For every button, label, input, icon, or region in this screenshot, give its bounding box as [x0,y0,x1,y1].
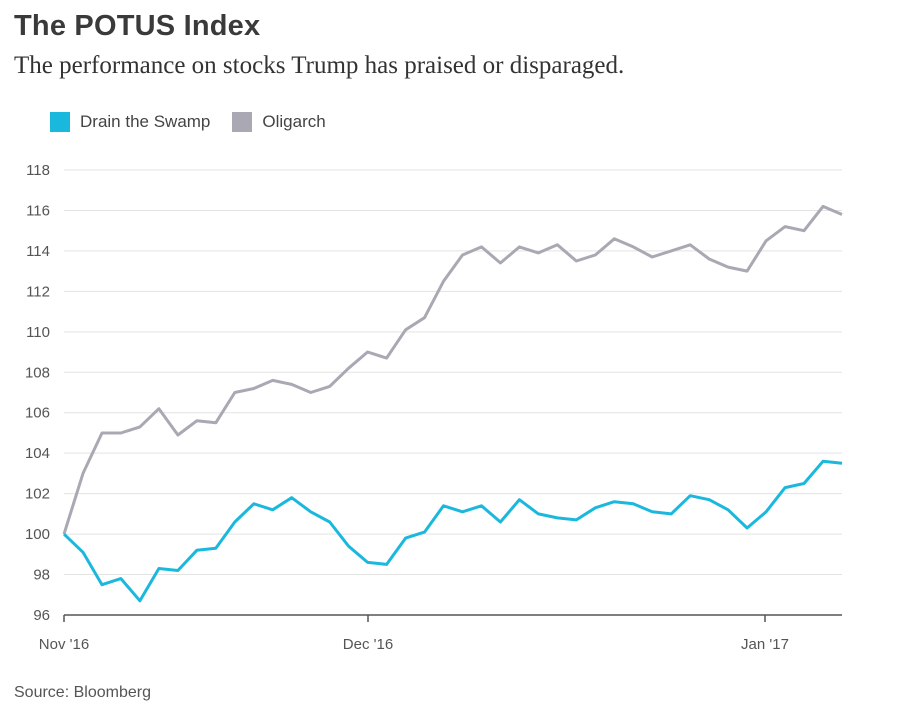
y-tick-label: 102 [25,486,50,503]
x-tick-label: Jan '17 [741,636,789,653]
legend-item-oligarch[interactable]: Oligarch [232,112,326,132]
source-note: Source: Bloomberg [14,684,151,701]
x-tick-label: Nov '16 [39,636,89,653]
y-tick-label: 110 [26,324,50,341]
legend: Drain the Swamp Oligarch [50,112,348,132]
series-lines [62,204,843,603]
y-tick-label: 98 [33,567,50,584]
legend-label-oligarch: Oligarch [262,112,326,131]
legend-item-drain-the-swamp[interactable]: Drain the Swamp [50,112,210,132]
x-axis: Nov '16 Dec '16 Jan '17 [39,614,842,653]
y-tick-label: 116 [26,202,50,219]
y-tick-label: 118 [26,162,50,179]
chart-title: The POTUS Index [14,10,261,42]
y-tick-label: 104 [25,445,50,462]
y-tick-label: 96 [33,607,50,624]
legend-swatch-drain-the-swamp [50,112,70,132]
chart-subtitle: The performance on stocks Trump has prai… [14,52,625,79]
y-tick-label: 100 [25,526,50,543]
legend-swatch-oligarch [232,112,253,132]
gridlines [64,169,842,576]
y-tick-label: 108 [25,364,50,381]
y-axis: 96 98 100 102 104 106 108 110 112 114 116 118 [25,162,50,624]
y-tick-label: 106 [25,405,50,422]
y-tick-label: 112 [26,283,50,300]
legend-label-drain-the-swamp: Drain the Swamp [80,112,211,131]
x-tick-label: Dec '16 [343,636,393,653]
y-tick-label: 114 [26,243,50,260]
series-line-drain-the-swamp[interactable] [62,459,843,603]
series-line-oligarch[interactable] [62,204,843,535]
